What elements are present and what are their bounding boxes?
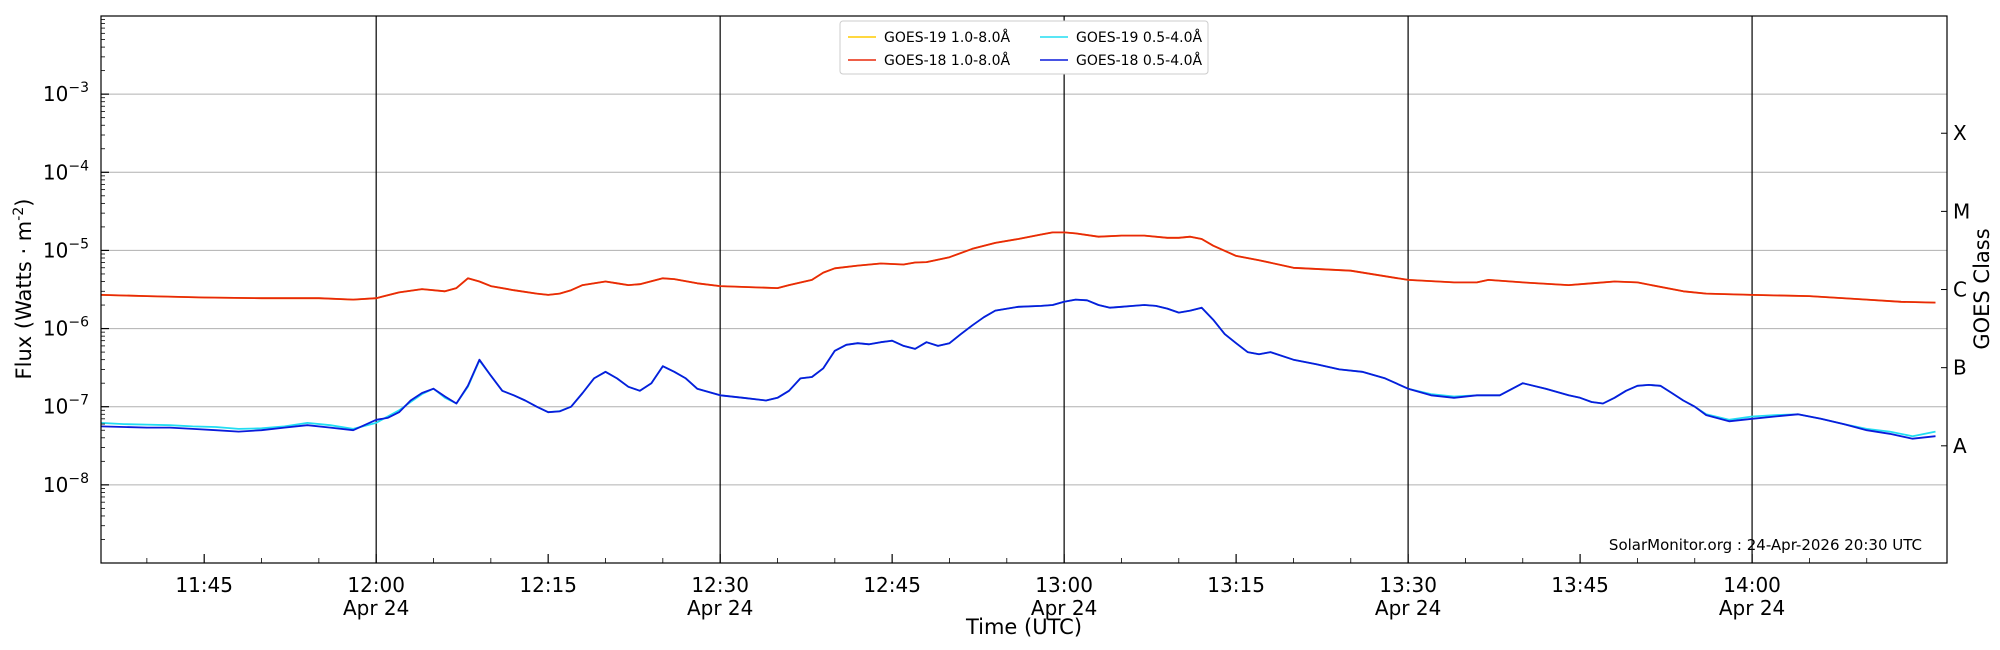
goes-class-label-a: A	[1953, 434, 1967, 458]
y-tick-label-base-1: 10	[43, 160, 68, 184]
x-axis-title: Time (UTC)	[965, 615, 1082, 639]
goes-class-label-m: M	[1953, 199, 1970, 223]
y-tick-label-exponent-1: −4	[68, 158, 89, 174]
legend: GOES-19 1.0-8.0Å GOES-18 1.0-8.0Å GOES-1…	[839, 20, 1209, 75]
y-tick-label-0: 10−3	[43, 80, 89, 106]
y-axis-title-close: )	[12, 199, 36, 207]
x-tick-label-6: 13:15	[1207, 573, 1265, 597]
x-tick-label-9: 14:00	[1723, 573, 1781, 597]
x-tick-date-7: Apr 24	[1375, 596, 1441, 620]
y-tick-label-3: 10−6	[43, 315, 89, 341]
legend-label-goes18-short: GOES-18 0.5-4.0Å	[1076, 52, 1202, 69]
x-tick-label-4: 12:45	[863, 573, 921, 597]
y-tick-label-2: 10−5	[43, 236, 89, 262]
x-tick-label-2: 12:15	[519, 573, 577, 597]
x-tick-label-7: 13:30	[1379, 573, 1437, 597]
y-axis-title-superscript: -2	[11, 207, 27, 221]
x-tick-date-1: Apr 24	[343, 596, 409, 620]
x-tick-label-5: 13:00	[1035, 573, 1093, 597]
y-tick-label-exponent-5: −8	[68, 471, 89, 487]
y-tick-label-base-5: 10	[43, 473, 68, 497]
grid-layer	[101, 93, 1947, 486]
y-axis-title: Flux (Watts · m-2)	[11, 199, 36, 380]
goes-class-layer: A B C M X	[1941, 121, 1970, 458]
y-tick-label-exponent-3: −6	[68, 315, 89, 331]
goes-class-label-b: B	[1953, 356, 1967, 380]
x-tick-label-1: 12:00	[347, 573, 405, 597]
series-line-1	[100, 231, 1936, 304]
goes-class-label-x: X	[1953, 121, 1967, 145]
y-tick-label-5: 10−8	[43, 471, 89, 497]
credit-text: SolarMonitor.org : 24-Apr-2026 20:30 UTC	[1609, 536, 1922, 554]
y-tick-label-base-4: 10	[43, 395, 68, 419]
y-tick-label-exponent-0: −3	[68, 80, 89, 96]
y-tick-label-exponent-2: −5	[68, 236, 89, 252]
x-tick-label-0: 11:45	[175, 573, 233, 597]
legend-box	[839, 20, 1209, 75]
legend-label-goes19-long: GOES-19 1.0-8.0Å	[884, 29, 1010, 46]
y-tick-label-exponent-4: −7	[68, 393, 89, 409]
x-tick-date-9: Apr 24	[1719, 596, 1785, 620]
y2-axis-title: GOES Class	[1970, 228, 1994, 349]
legend-label-goes19-short: GOES-19 0.5-4.0Å	[1076, 29, 1202, 46]
y-tick-label-base-3: 10	[43, 317, 68, 341]
y-tick-label-1: 10−4	[43, 158, 89, 184]
legend-label-goes18-long: GOES-18 1.0-8.0Å	[884, 52, 1010, 69]
y-tick-label-base-0: 10	[43, 82, 68, 106]
vertical-lines-layer	[375, 16, 1753, 563]
y-tick-label-4: 10−7	[43, 393, 89, 419]
x-tick-date-3: Apr 24	[687, 596, 753, 620]
x-tick-date-5: Apr 24	[1031, 596, 1097, 620]
y-ticks-layer: 10−310−410−510−610−710−8	[43, 19, 109, 540]
goes-class-label-c: C	[1953, 278, 1967, 302]
x-tick-label-8: 13:45	[1551, 573, 1609, 597]
series-line-3	[100, 298, 1936, 440]
series-layer	[100, 231, 1936, 440]
y-tick-label-base-2: 10	[43, 238, 68, 262]
x-tick-label-3: 12:30	[691, 573, 749, 597]
y-axis-title-main: Flux (Watts · m	[12, 221, 36, 380]
